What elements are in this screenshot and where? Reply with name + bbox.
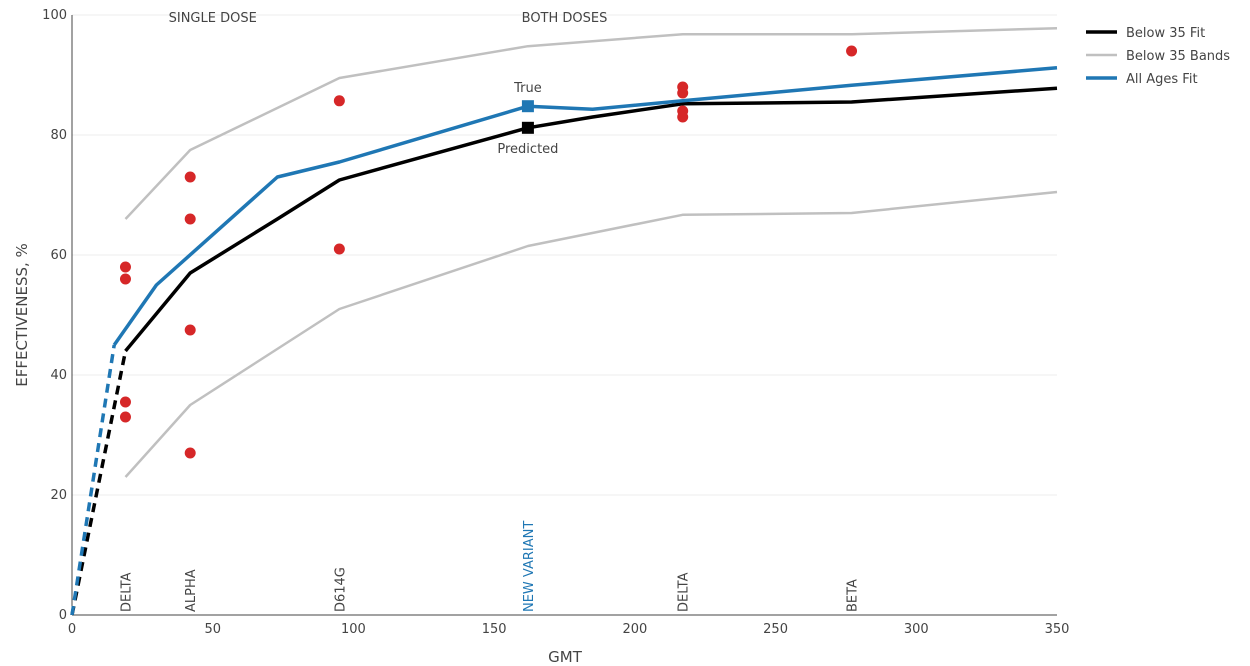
- x-tick-label: 50: [204, 622, 221, 637]
- marker-label: True: [513, 81, 542, 96]
- data-point: [333, 95, 345, 107]
- axes: 0 20 40 60 80 100 0 50 100 150 200 250 300 350: [42, 8, 1069, 637]
- data-point: [119, 273, 131, 285]
- y-tick-label: 20: [50, 488, 67, 503]
- x-tick-label: 200: [622, 622, 647, 637]
- data-point: [333, 243, 345, 255]
- x-axis-title: GMT: [548, 648, 583, 666]
- data-point: [677, 111, 689, 123]
- legend: Below 35 Fit Below 35 Bands All Ages Fit: [1086, 26, 1230, 87]
- y-tick-label: 0: [59, 608, 67, 623]
- annotations: SINGLE DOSE BOTH DOSES DELTA ALPHA D614G NEW …: [119, 11, 860, 612]
- x-tick-label: 350: [1045, 622, 1070, 637]
- y-tick-label: 60: [50, 248, 67, 263]
- data-point: [119, 261, 131, 273]
- marker-square: [521, 100, 534, 113]
- y-tick-label: 40: [50, 368, 67, 383]
- marker-square: [521, 121, 534, 134]
- legend-label: Below 35 Fit: [1126, 26, 1205, 41]
- data-point: [184, 324, 196, 336]
- x-tick-label: 250: [763, 622, 788, 637]
- series-dashed-extension: [70, 350, 128, 616]
- variant-label: DELTA: [119, 572, 134, 612]
- series-line: [124, 190, 1058, 478]
- section-label: BOTH DOSES: [522, 11, 608, 26]
- x-tick-label: 0: [68, 622, 76, 637]
- legend-label: Below 35 Bands: [1126, 49, 1230, 64]
- data-point: [846, 45, 858, 57]
- data-points: [119, 45, 858, 459]
- y-axis-title: EFFECTIVENESS, %: [13, 243, 31, 387]
- marker-label: Predicted: [497, 142, 558, 157]
- series-dashed-extension: [70, 344, 116, 616]
- variant-label: D614G: [333, 567, 348, 612]
- data-point: [119, 411, 131, 423]
- data-point: [677, 87, 689, 99]
- series: [70, 26, 1058, 616]
- variant-label: ALPHA: [184, 569, 199, 612]
- data-point: [184, 447, 196, 459]
- data-point: [184, 171, 196, 183]
- variant-label: DELTA: [677, 572, 692, 612]
- x-tick-label: 100: [341, 622, 366, 637]
- series-line: [124, 86, 1058, 353]
- x-tick-label: 300: [904, 622, 929, 637]
- data-point: [119, 396, 131, 408]
- variant-label: BETA: [846, 579, 861, 612]
- y-tick-label: 80: [50, 128, 67, 143]
- x-tick-label: 150: [482, 622, 507, 637]
- y-tick-label: 100: [42, 8, 67, 23]
- data-point: [184, 213, 196, 225]
- legend-label: All Ages Fit: [1126, 72, 1198, 87]
- variant-label: NEW VARIANT: [522, 521, 537, 612]
- section-label: SINGLE DOSE: [169, 11, 257, 26]
- markers: True Predicted: [497, 81, 558, 157]
- series-line: [124, 26, 1058, 220]
